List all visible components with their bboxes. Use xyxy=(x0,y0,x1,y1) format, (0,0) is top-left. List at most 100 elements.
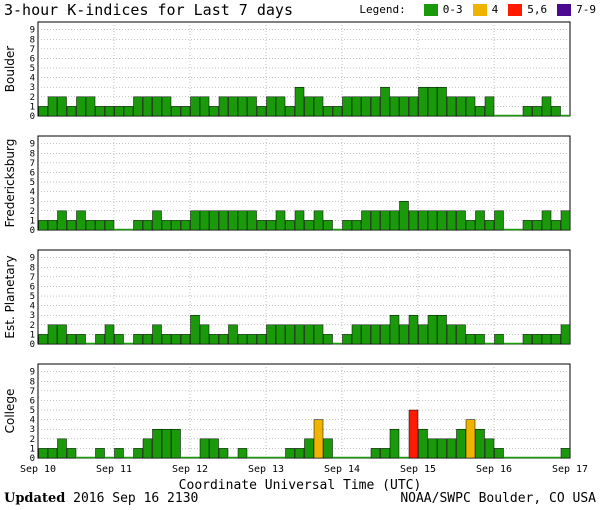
k-bar xyxy=(408,96,419,117)
k-bar xyxy=(475,210,485,231)
y-tick-label: 1 xyxy=(30,216,35,226)
k-bar xyxy=(323,106,333,117)
y-tick-label: 5 xyxy=(30,292,35,302)
k-bar xyxy=(38,220,48,231)
k-bar xyxy=(47,96,58,117)
k-bar xyxy=(57,324,67,345)
k-bar xyxy=(38,334,48,345)
k-bar xyxy=(228,324,238,345)
k-bar xyxy=(465,96,476,117)
k-bar xyxy=(522,106,533,117)
k-bar xyxy=(95,334,105,345)
k-bar xyxy=(218,96,229,117)
k-bar xyxy=(228,210,238,231)
k-bar xyxy=(142,334,153,345)
k-bar xyxy=(342,96,352,117)
x-tick-label: Sep 10 xyxy=(20,464,56,475)
y-tick-label: 4 xyxy=(30,188,35,198)
k-bar xyxy=(418,210,428,231)
k-bar xyxy=(427,314,438,345)
k-bar xyxy=(209,106,219,117)
y-tick-label: 2 xyxy=(30,435,35,445)
k-bar xyxy=(247,334,257,345)
k-bar xyxy=(152,428,162,459)
k-bar xyxy=(475,428,485,459)
k-bar xyxy=(104,106,115,117)
k-bar xyxy=(522,220,533,231)
k-bar xyxy=(285,324,295,345)
k-bar xyxy=(285,448,295,459)
k-bar xyxy=(228,96,238,117)
k-bar xyxy=(560,210,571,231)
k-bar xyxy=(294,86,305,117)
panel-label: Fredericksburg xyxy=(3,139,17,228)
k-bar xyxy=(532,106,542,117)
k-bar xyxy=(313,210,324,231)
legend-swatch-0-3 xyxy=(423,3,438,16)
x-tick-label: Sep 12 xyxy=(172,464,208,475)
legend-swatch-5-6 xyxy=(508,3,523,16)
k-bar xyxy=(237,96,248,117)
y-tick-label: 2 xyxy=(30,207,35,217)
y-tick-label: 9 xyxy=(30,368,35,378)
k-bar xyxy=(247,96,257,117)
k-bar xyxy=(446,210,457,231)
k-bar xyxy=(380,448,390,459)
y-tick-label: 5 xyxy=(30,406,35,416)
k-bar xyxy=(532,220,542,231)
y-tick-label: 9 xyxy=(30,254,35,264)
k-bar xyxy=(190,210,200,231)
legend-text-5-6: 5,6 xyxy=(527,3,548,16)
k-bar xyxy=(351,324,362,345)
k-bar xyxy=(389,96,400,117)
y-tick-label: 6 xyxy=(30,282,35,292)
k-bar xyxy=(465,419,476,459)
k-bar xyxy=(161,428,172,459)
y-tick-label: 4 xyxy=(30,302,35,312)
k-bar xyxy=(142,438,153,459)
k-bar xyxy=(323,334,333,345)
k-bar xyxy=(76,334,86,345)
k-bar xyxy=(95,106,105,117)
y-tick-label: 7 xyxy=(30,45,35,55)
k-bar xyxy=(541,96,552,117)
k-bar xyxy=(133,448,143,459)
panel-label: Boulder xyxy=(3,46,17,93)
k-bar xyxy=(456,324,466,345)
k-bar xyxy=(437,438,447,459)
k-bar xyxy=(133,334,143,345)
k-bar xyxy=(199,438,210,459)
k-bar xyxy=(389,314,400,345)
k-bar xyxy=(332,106,343,117)
k-bar xyxy=(342,334,352,345)
y-tick-label: 2 xyxy=(30,93,35,103)
k-bar xyxy=(380,210,390,231)
legend-text-0-3: 0-3 xyxy=(442,3,463,16)
k-bar xyxy=(285,220,295,231)
k-bar xyxy=(380,86,390,117)
y-tick-label: 7 xyxy=(30,273,35,283)
k-bar xyxy=(256,220,267,231)
k-bar xyxy=(47,448,58,459)
k-bar xyxy=(532,334,542,345)
k-bar xyxy=(57,438,67,459)
k-bar xyxy=(475,334,485,345)
k-bar xyxy=(133,220,143,231)
k-bar xyxy=(161,220,172,231)
legend-label: Legend: xyxy=(359,3,406,16)
k-bar xyxy=(361,210,371,231)
k-bar xyxy=(133,96,143,117)
k-bar xyxy=(351,96,362,117)
k-bar xyxy=(361,96,371,117)
k-bar xyxy=(446,96,457,117)
k-bar xyxy=(266,220,276,231)
k-bar xyxy=(399,200,409,231)
k-bar xyxy=(256,334,267,345)
k-bar xyxy=(418,86,428,117)
y-tick-label: 9 xyxy=(30,26,35,36)
k-bar xyxy=(57,210,67,231)
k-bar xyxy=(560,324,571,345)
y-tick-label: 2 xyxy=(30,321,35,331)
k-bar xyxy=(437,210,447,231)
k-bar xyxy=(114,334,124,345)
